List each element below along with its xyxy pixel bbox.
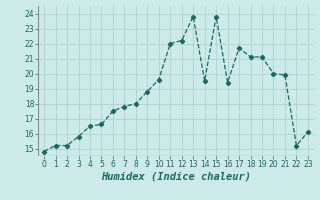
X-axis label: Humidex (Indice chaleur): Humidex (Indice chaleur) (101, 172, 251, 182)
